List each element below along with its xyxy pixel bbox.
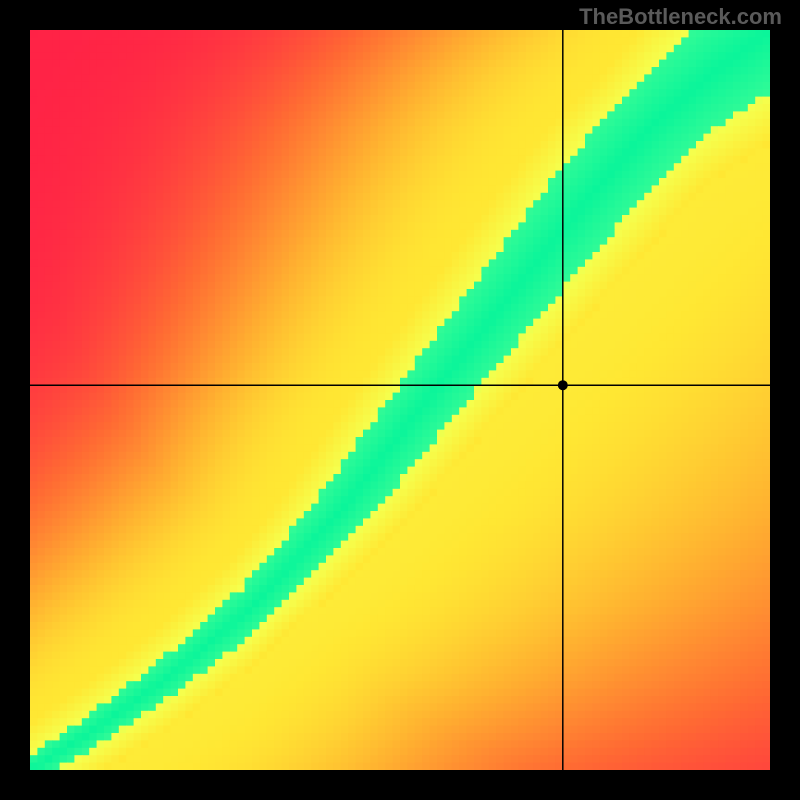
heatmap-cells [30, 30, 770, 770]
watermark-text: TheBottleneck.com [579, 4, 782, 30]
chart-container: TheBottleneck.com [0, 0, 800, 800]
plot-area [30, 30, 770, 770]
heatmap-svg [30, 30, 770, 770]
crosshair-marker [558, 380, 568, 390]
